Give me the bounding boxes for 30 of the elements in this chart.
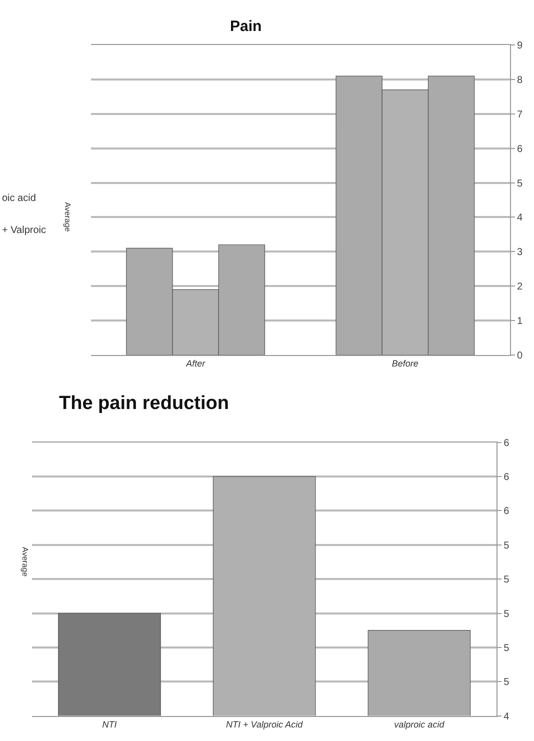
y-tick-label: 5: [504, 574, 510, 586]
y-tick-label: 6: [504, 506, 510, 518]
x-tick-label: After: [185, 358, 206, 369]
y-tick-label: 4: [516, 212, 523, 224]
chart-title: Pain: [230, 18, 262, 35]
y-tick-label: 8: [516, 75, 523, 86]
y-tick-label: 2: [516, 282, 523, 293]
y-tick-label: 6: [516, 144, 523, 155]
y-axis-title: Average: [62, 202, 72, 232]
x-tick-label: NTI: [102, 720, 118, 730]
y-tick-label: 5: [504, 540, 510, 552]
text: oic acid: [2, 193, 36, 204]
text: + Valproic: [2, 225, 46, 236]
x-tick-label: Before: [392, 358, 418, 369]
y-tick-label: 7: [516, 109, 523, 120]
y-tick-label: 6: [504, 438, 510, 449]
y-tick-label: 1: [516, 316, 523, 327]
y-tick-label: 5: [504, 677, 510, 688]
y-tick-label: 0: [516, 350, 523, 362]
x-tick-label: NTI + Valproic Acid: [226, 720, 304, 730]
y-tick-label: 5: [504, 642, 510, 654]
x-tick-label: valproic acid: [394, 720, 446, 730]
y-tick-label: 9: [516, 40, 523, 52]
y-tick-label: 5: [516, 178, 523, 190]
y-tick-label: 3: [516, 247, 523, 258]
y-tick-label: 4: [504, 711, 510, 722]
y-axis-title: Average: [20, 546, 30, 578]
y-tick-label: 6: [504, 472, 510, 484]
y-tick-label: 5: [504, 608, 510, 620]
chart-title: The pain reduction: [59, 393, 229, 414]
